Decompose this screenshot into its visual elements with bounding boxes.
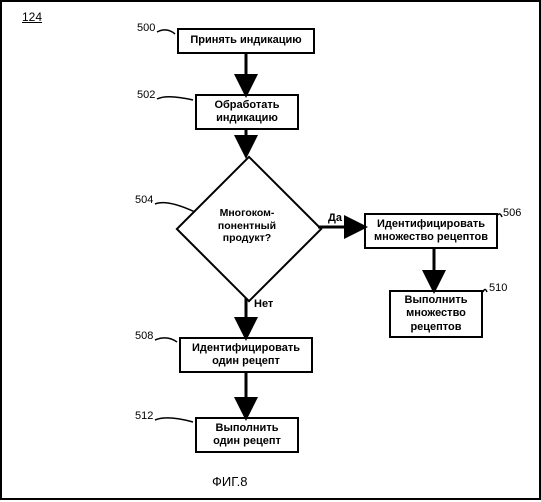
- callout-512: 512: [135, 410, 153, 422]
- callout-502: 502: [137, 89, 155, 101]
- callout-510: 510: [489, 282, 507, 294]
- node-label: Обработать индикацию: [201, 99, 293, 125]
- edge-label-no: Нет: [254, 298, 273, 310]
- node-label: Идентифицировать множество рецептов: [374, 218, 488, 244]
- node-identify-many-recipes: Идентифицировать множество рецептов: [364, 213, 498, 249]
- node-execute-one-recipe: Выполнить один рецепт: [195, 417, 299, 453]
- callout-506: 506: [503, 207, 521, 219]
- callout-500: 500: [137, 22, 155, 34]
- node-execute-many-recipes: Выполнить множество рецептов: [389, 290, 483, 338]
- node-label: Принять индикацию: [190, 34, 301, 47]
- figure-caption: ФИГ.8: [212, 474, 248, 489]
- node-label: Идентифицировать один рецепт: [192, 342, 300, 368]
- node-accept-indication: Принять индикацию: [177, 28, 315, 54]
- flowchart-container: 124 Принять индикацию 500 Обработать инд…: [0, 0, 541, 500]
- callout-504: 504: [135, 194, 153, 206]
- page-label: 124: [22, 10, 42, 24]
- diamond-label: Многоком- понентный продукт?: [197, 207, 297, 245]
- edge-label-yes: Да: [328, 212, 342, 224]
- node-identify-one-recipe: Идентифицировать один рецепт: [179, 337, 313, 373]
- node-label: Выполнить один рецепт: [213, 422, 281, 448]
- node-label: Выполнить множество рецептов: [405, 294, 468, 334]
- callout-508: 508: [135, 330, 153, 342]
- node-process-indication: Обработать индикацию: [195, 94, 299, 130]
